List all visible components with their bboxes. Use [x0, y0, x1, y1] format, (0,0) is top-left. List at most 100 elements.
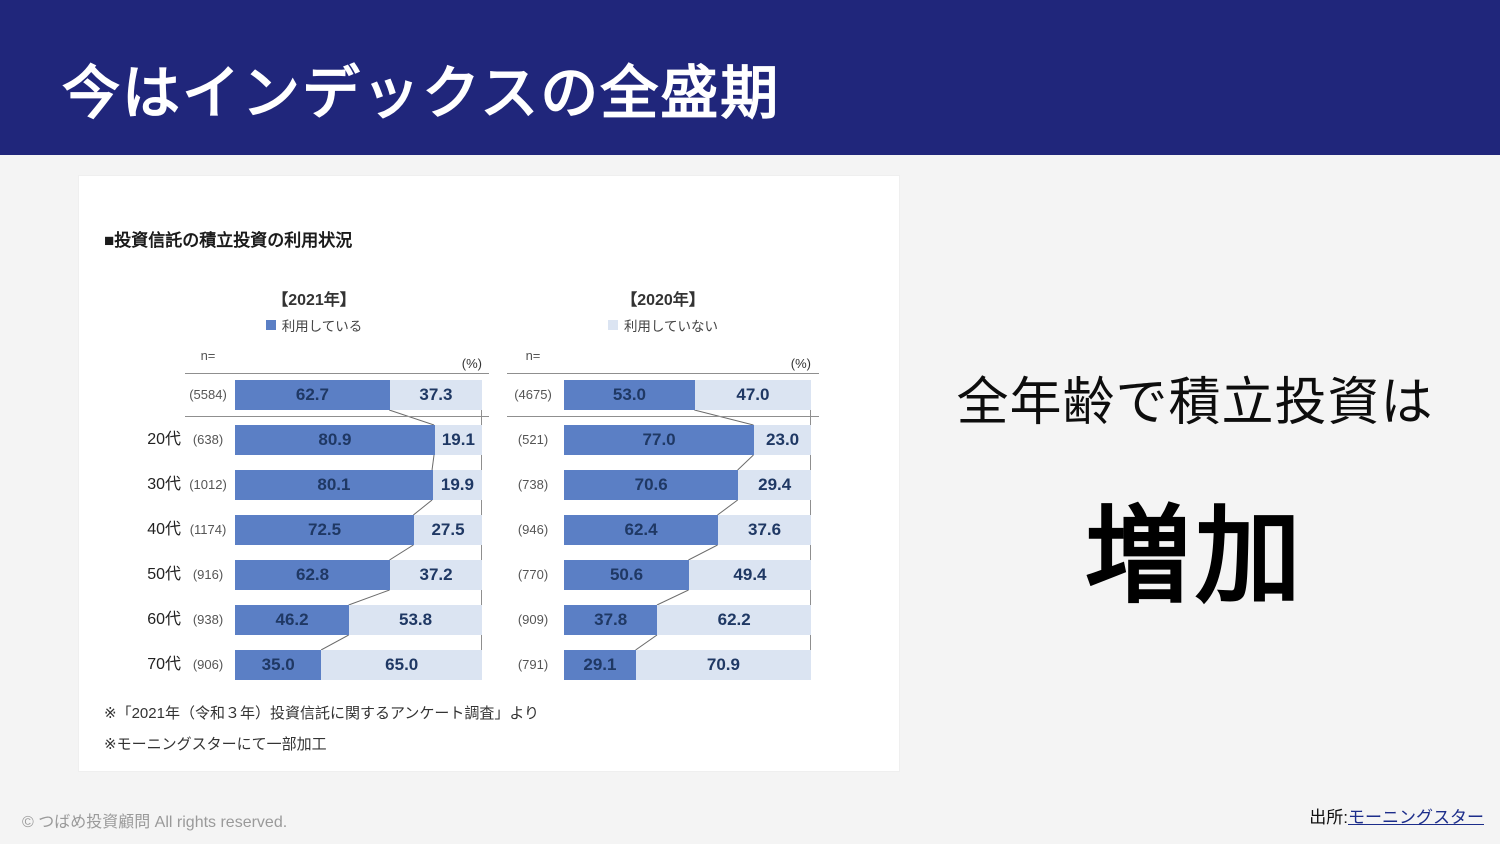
series-connector-line: [564, 500, 810, 515]
chart-row: (770) 50.6 49.4: [507, 560, 819, 590]
bar-value-label: 37.8: [594, 610, 628, 629]
row-n-label: (5584): [189, 387, 227, 402]
row-n-label: (638): [192, 432, 224, 447]
bar-segment-not-used: 27.5: [414, 515, 482, 545]
series-connector-line: [564, 545, 810, 560]
percent-unit-label: (%): [461, 356, 482, 371]
row-age-label: [139, 380, 185, 410]
row-gap: [507, 635, 819, 650]
bar-value-label: 27.5: [431, 520, 465, 539]
bar-segment-used: 62.7: [235, 380, 390, 410]
bar-value-label: 72.5: [307, 520, 342, 539]
bar-value-label: 29.1: [583, 655, 617, 674]
row-age-label: 50代: [147, 566, 181, 583]
bar-segment-not-used: 19.9: [432, 470, 482, 500]
row-age-label: 70代: [147, 656, 181, 673]
bar-segment-not-used: 53.8: [349, 605, 482, 635]
chart-2021: 【2021年】利用している n= (%) (5584) 62.7 37.3 20代 (638)…: [139, 286, 489, 680]
bar-value-label: 19.9: [440, 475, 474, 494]
bar-segment-not-used: 49.4: [688, 560, 811, 590]
bar-segment-not-used: 47.0: [694, 380, 811, 410]
axis-row: n= (%): [139, 348, 489, 374]
bar-segment-used: 50.6: [564, 560, 689, 590]
row-gap: [139, 545, 489, 560]
row-gap: [139, 455, 489, 470]
copyright-text: © つばめ投資顧問 All rights reserved.: [22, 814, 288, 831]
chart-legend: 利用している: [139, 316, 489, 334]
row-gap: [139, 590, 489, 605]
series-connector-line: [235, 590, 481, 605]
bar-segment-used: 77.0: [564, 425, 755, 455]
bar-segment-used: 29.1: [564, 650, 636, 680]
row-n-label: (938): [192, 612, 224, 627]
row-n-label: (791): [517, 657, 549, 672]
series-connector-line: [564, 635, 810, 650]
bar-segment-not-used: 62.2: [657, 605, 811, 635]
row-gap: [507, 410, 819, 425]
n-axis-label: n=: [525, 348, 541, 363]
bar-value-label: 62.8: [296, 565, 330, 584]
chart-row: (791) 29.1 70.9: [507, 650, 819, 680]
takeaway-emphasis: 増加: [1085, 498, 1305, 616]
source-link[interactable]: モーニングスター: [1348, 808, 1484, 827]
chart-row: (946) 62.4 37.6: [507, 515, 819, 545]
bar-value-label: 29.4: [758, 475, 792, 494]
chart-row: (5584) 62.7 37.3: [139, 380, 489, 410]
legend-swatch-icon: [607, 320, 618, 330]
chart-panel: ■投資信託の積立投資の利用状況 【2021年】 利用している n= (%) (5584)…: [78, 175, 900, 772]
series-connector-line: [564, 590, 810, 605]
chart-2020: 【2020年】 利用していない n= (%) (4675) 53.0 47.0 (521) 77…: [507, 286, 819, 680]
series-connector-line: [564, 410, 810, 425]
row-gap: [507, 500, 819, 515]
bar-segment-not-used: 19.1: [434, 425, 482, 455]
row-n-label: (1012): [189, 477, 227, 492]
bar-value-label: 62.2: [717, 610, 751, 629]
bar-value-label: 47.0: [736, 385, 770, 404]
row-age-label: 30代: [147, 476, 181, 493]
slide-header: 今はインデックスの全盛期: [0, 0, 1500, 155]
legend-swatch-icon: [265, 320, 276, 330]
series-connector-line: [235, 500, 481, 515]
row-n-label: (521): [517, 432, 549, 447]
bar-segment-not-used: 70.9: [635, 650, 811, 680]
chart-heading: ■投資信託の積立投資の利用状況: [104, 231, 353, 250]
chart-year-title: 【2020年】: [621, 292, 705, 309]
page-title: 今はインデックスの全盛期: [62, 60, 781, 126]
takeaway-text: 全年齢で積立投資は: [956, 374, 1434, 432]
source-prefix: 出所:: [1309, 808, 1348, 827]
bar-segment-not-used: 37.3: [389, 380, 482, 410]
row-n-label: (946): [517, 522, 549, 537]
row-n-label: (916): [192, 567, 224, 582]
bar-segment-used: 35.0: [235, 650, 322, 680]
bar-segment-not-used: 65.0: [321, 650, 482, 680]
bar-value-label: 80.9: [318, 430, 352, 449]
bar-segment-used: 53.0: [564, 380, 695, 410]
row-gap: [139, 635, 489, 650]
series-connector-line: [235, 635, 481, 650]
legend-label: 利用していない: [623, 319, 719, 334]
series-connector-line: [564, 455, 810, 470]
bar-segment-not-used: 29.4: [738, 470, 811, 500]
series-connector-line: [235, 410, 481, 425]
chart-row: 50代 (916) 62.8 37.2: [139, 560, 489, 590]
bar-segment-used: 62.4: [564, 515, 719, 545]
bar-segment-used: 80.9: [235, 425, 435, 455]
row-gap: [507, 545, 819, 560]
bar-segment-used: 62.8: [235, 560, 391, 590]
chart-year-title: 【2021年】: [272, 292, 356, 309]
bar-segment-used: 37.8: [564, 605, 658, 635]
chart-row: (909) 37.8 62.2: [507, 605, 819, 635]
row-n-label: (4675): [514, 387, 552, 402]
source-attribution: 出所:モーニングスター: [1309, 803, 1484, 828]
row-age-label: 20代: [147, 431, 181, 448]
bar-value-label: 19.1: [441, 430, 475, 449]
bar-value-label: 53.0: [612, 385, 646, 404]
chart-row: 20代 (638) 80.9 19.1: [139, 425, 489, 455]
chart-row: 70代 (906) 35.0 65.0: [139, 650, 489, 680]
bar-value-label: 35.0: [261, 655, 295, 674]
bar-value-label: 53.8: [399, 610, 433, 629]
bar-value-label: 37.6: [748, 520, 782, 539]
row-n-label: (738): [517, 477, 549, 492]
bar-value-label: 70.6: [634, 475, 668, 494]
